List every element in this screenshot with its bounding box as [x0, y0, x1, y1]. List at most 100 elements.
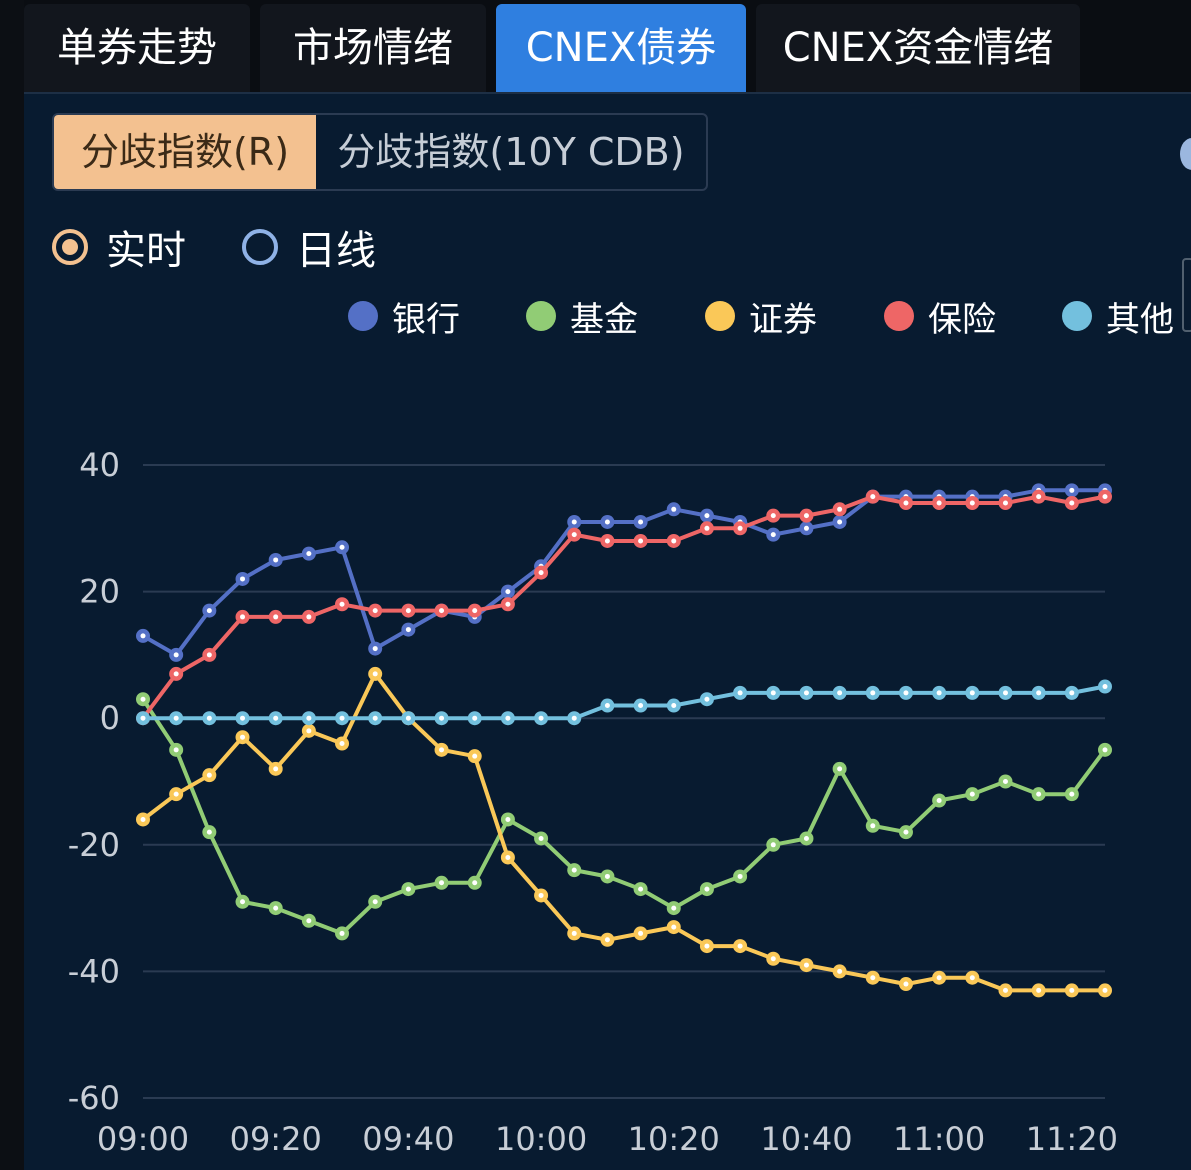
data-point-center [173, 652, 179, 658]
data-point-center [273, 614, 279, 620]
data-point-center [240, 734, 246, 740]
y-tick-label: 40 [79, 446, 120, 484]
legend-insurance[interactable]: 保险 [884, 292, 996, 340]
radio-realtime[interactable]: 实时 [52, 222, 186, 274]
data-point-center [870, 494, 876, 500]
data-point-center [1102, 494, 1108, 500]
data-point-center [240, 614, 246, 620]
legend-fund[interactable]: 基金 [526, 292, 638, 340]
data-point-center [1002, 987, 1008, 993]
data-point-center [339, 930, 345, 936]
segment-divergence-r[interactable]: 分歧指数(R) [54, 115, 316, 189]
legend-label-fund: 基金 [570, 299, 638, 340]
data-point-center [439, 747, 445, 753]
y-tick-label: -40 [68, 952, 120, 990]
data-point-center [339, 715, 345, 721]
series-line [141, 494, 1106, 720]
data-point-center [1036, 987, 1042, 993]
data-point-center [1036, 690, 1042, 696]
x-tick-label: 10:20 [628, 1120, 720, 1158]
data-point-center [803, 513, 809, 519]
data-point-center [969, 500, 975, 506]
data-point-center [1102, 987, 1108, 993]
data-point-center [571, 519, 577, 525]
data-point-center [770, 513, 776, 519]
left-edge-panel [0, 0, 24, 1170]
data-point-center [1002, 779, 1008, 784]
legend-dot-icon [705, 301, 735, 331]
tab-bar: 单券走势 市场情绪 CNEX债券 CNEX资金情绪 [24, 0, 1191, 94]
data-point-center [870, 975, 876, 981]
data-point-center [173, 747, 179, 753]
segment-divergence-10y-cdb[interactable]: 分歧指数(10Y CDB) [337, 130, 685, 174]
data-point-center [969, 690, 975, 696]
side-toggle-icon[interactable] [1180, 138, 1191, 170]
y-tick-label: -20 [68, 826, 120, 864]
data-point-center [571, 867, 577, 873]
tab-single-bond-trend[interactable]: 单券走势 [24, 4, 250, 92]
x-tick-label: 09:20 [230, 1120, 322, 1158]
data-point-center [472, 753, 478, 759]
series-line [142, 488, 1105, 657]
data-point-center [372, 671, 378, 677]
data-point-center [306, 614, 312, 620]
x-tick-label: 10:00 [495, 1120, 587, 1158]
data-point-center [140, 816, 146, 822]
data-point-center [770, 690, 776, 696]
series-0 [136, 483, 1112, 662]
data-point-center [206, 652, 212, 658]
legend-label-other: 其他 [1106, 299, 1174, 340]
series-2 [136, 666, 1112, 998]
data-point-center [140, 715, 146, 721]
legend-bank[interactable]: 银行 [348, 292, 460, 340]
data-point-center [704, 696, 710, 702]
data-point-center [505, 816, 511, 822]
data-point-center [173, 671, 179, 677]
data-point-center [803, 525, 809, 531]
y-tick-label: 20 [79, 573, 120, 611]
data-point-center [936, 797, 942, 803]
data-point-center [273, 557, 279, 563]
data-point-center [671, 506, 677, 512]
data-point-center [472, 880, 478, 886]
legend-other[interactable]: 其他 [1062, 292, 1174, 340]
side-panel-handle[interactable] [1182, 258, 1191, 332]
data-point-center [870, 690, 876, 696]
data-point-center [638, 703, 644, 709]
data-point-center [372, 899, 378, 905]
radio-unselected-icon [242, 229, 278, 265]
data-point-center [505, 601, 511, 607]
tab-cnex-funding-sentiment[interactable]: CNEX资金情绪 [756, 4, 1080, 92]
data-point-center [472, 608, 478, 614]
data-point-center [206, 829, 212, 835]
data-point-center [372, 646, 378, 652]
tab-market-sentiment[interactable]: 市场情绪 [260, 4, 486, 92]
data-point-center [439, 880, 445, 886]
data-point-center [1102, 747, 1108, 753]
data-point-center [1002, 690, 1008, 696]
index-segmented-control: 分歧指数(R) 分歧指数(10Y CDB) [52, 113, 708, 191]
data-point-center [1036, 494, 1042, 500]
data-point-center [472, 715, 478, 721]
radio-daily[interactable]: 日线 [242, 222, 376, 274]
data-point-center [405, 715, 411, 721]
x-tick-label: 10:40 [760, 1120, 852, 1158]
data-point-center [638, 519, 644, 525]
data-point-center [704, 886, 710, 892]
data-point-center [704, 513, 710, 519]
data-point-center [837, 506, 843, 512]
data-point-center [604, 873, 610, 879]
data-point-center [538, 570, 544, 576]
tab-cnex-bond[interactable]: CNEX债券 [496, 4, 746, 92]
data-point-center [1069, 791, 1075, 797]
data-point-center [306, 551, 312, 557]
data-point-center [372, 608, 378, 614]
legend-label-insurance: 保险 [928, 299, 996, 340]
legend-securities[interactable]: 证券 [705, 292, 817, 340]
data-point-center [969, 975, 975, 981]
data-point-center [206, 715, 212, 721]
data-point-center [240, 715, 246, 721]
y-tick-label: 0 [100, 699, 120, 737]
series-1 [136, 692, 1112, 941]
legend-dot-icon [526, 301, 556, 331]
